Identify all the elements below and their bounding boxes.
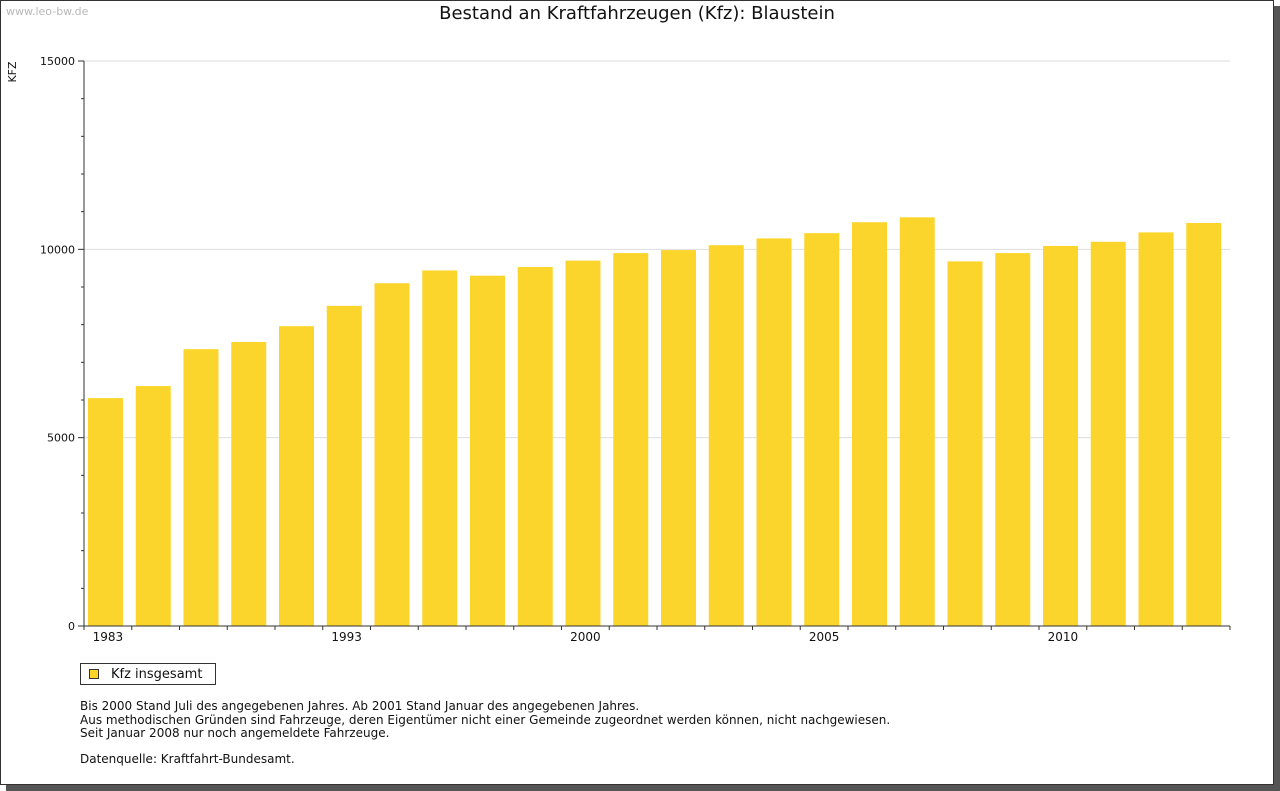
footnote-line: Aus methodischen Gründen sind Fahrzeuge,… [80,712,891,727]
frame-shadow-bottom [6,785,1280,791]
x-tick-label: 2005 [809,630,840,644]
legend-label: Kfz insgesamt [111,667,203,682]
bar [326,305,362,626]
bar [1186,222,1222,626]
y-tick-label: 5000 [47,432,75,445]
legend-swatch [89,669,99,679]
bars [88,217,1222,627]
bar [852,222,887,627]
bar [947,261,983,626]
bar-chart: 0 5000 10000 15000 1983 1993 2000 2005 2010 [40,55,1231,644]
x-tick-label: 2010 [1048,630,1079,644]
data-source: Datenquelle: Kraftfahrt-Bundesamt. [80,752,295,766]
x-tick-label: 2000 [570,630,601,644]
bar [183,349,219,626]
bar [517,267,553,626]
bar [1138,232,1174,626]
bar [708,245,744,626]
legend: Kfz insgesamt [80,663,216,685]
y-tick-label: 0 [68,620,75,633]
x-ticks: 1983 1993 2000 2005 2010 [83,626,1231,644]
bar [899,217,935,627]
bar [565,260,601,626]
footnote-line: Seit Januar 2008 nur noch angemeldete Fa… [80,726,390,740]
chart-title: Bestand an Kraftfahrzeugen (Kfz): Blaust… [439,3,835,24]
bar [995,253,1031,626]
frame-shadow-right [1274,6,1280,791]
source-url: www.leo-bw.de [6,5,89,18]
bar [1090,241,1126,627]
bar [756,238,792,626]
bar [88,398,123,626]
bar [1043,245,1078,626]
bar [470,275,505,626]
bar [374,283,410,626]
y-tick-label: 10000 [40,243,75,256]
bar [661,250,696,626]
gridlines [84,60,1230,439]
x-tick-label: 1993 [331,630,362,644]
bar [135,386,171,626]
footnote-line: Bis 2000 Stand Juli des angegebenen Jahr… [80,699,640,713]
bar [231,341,267,626]
bar [279,326,314,626]
y-ticks: 0 5000 10000 15000 [40,55,84,633]
footnotes: Bis 2000 Stand Juli des angegebenen Jahr… [80,699,891,741]
bar [804,233,840,627]
bar [422,270,458,626]
bar [613,253,649,626]
x-tick-label: 1983 [93,630,124,644]
y-tick-label: 15000 [40,55,75,68]
